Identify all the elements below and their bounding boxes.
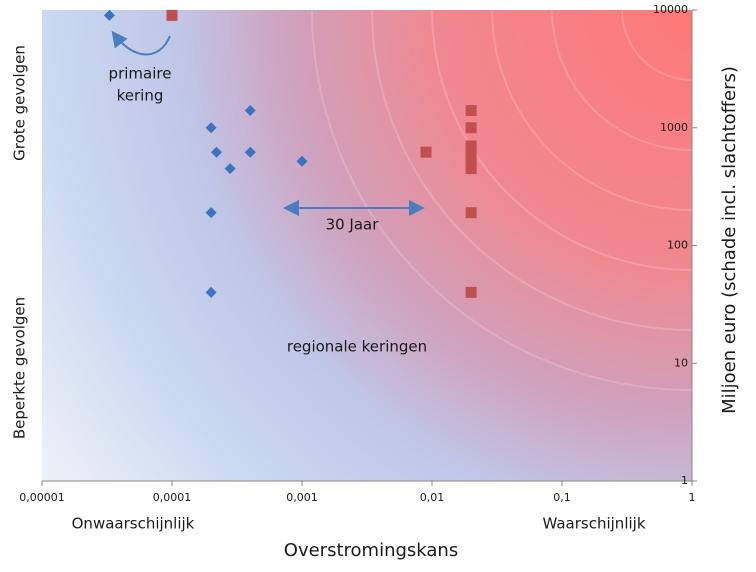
square-point: [465, 122, 477, 134]
y-tick-label: 10000: [653, 3, 688, 16]
x-tick-label: 0,00001: [19, 491, 65, 504]
x-tick-label: 1: [689, 491, 696, 504]
annotation: primaire: [109, 65, 172, 83]
diamond-point: [244, 105, 256, 117]
y-axis-title: Miljoen euro (schade incl. slachtoffers): [719, 66, 740, 414]
x-low-label: Onwaarschijnlijk: [72, 515, 195, 533]
square-point: [465, 140, 477, 152]
diamond-point: [205, 286, 217, 298]
x-axis-title: Overstromingskans: [284, 540, 458, 561]
diamond-point: [205, 122, 217, 134]
y-tick-label: 1: [681, 474, 688, 487]
x-tick-label: 0,001: [286, 491, 318, 504]
diamond-point: [224, 163, 236, 175]
diamond-point: [103, 9, 115, 21]
square-point: [465, 286, 477, 298]
square-point: [465, 146, 477, 158]
square-point: [465, 154, 477, 166]
square-point: [465, 105, 477, 117]
diamond-point: [296, 155, 308, 167]
plot-background: [42, 10, 692, 481]
annotation: regionale keringen: [287, 338, 427, 356]
y-tick-label: 1000: [660, 121, 688, 134]
x-high-label: Waarschijnlijk: [542, 515, 645, 533]
x-tick-label: 0,0001: [153, 491, 192, 504]
annotation: 30 Jaar: [326, 216, 380, 234]
square-point: [465, 163, 477, 175]
y-tick-label: 10: [674, 356, 688, 369]
annotation: kering: [117, 87, 164, 105]
x-tick-label: 0,01: [420, 491, 445, 504]
x-tick-label: 0,1: [553, 491, 571, 504]
diamond-point: [205, 207, 217, 219]
y-tick-label: 100: [667, 239, 688, 252]
y-high-label: Grote gevolgen: [11, 45, 29, 161]
y-low-label: Beperkte gevolgen: [11, 297, 29, 439]
diamond-point: [211, 146, 223, 158]
square-point: [420, 146, 432, 158]
diamond-point: [244, 146, 256, 158]
square-point: [166, 9, 178, 21]
square-point: [465, 207, 477, 219]
curved-arrow: [111, 30, 171, 56]
